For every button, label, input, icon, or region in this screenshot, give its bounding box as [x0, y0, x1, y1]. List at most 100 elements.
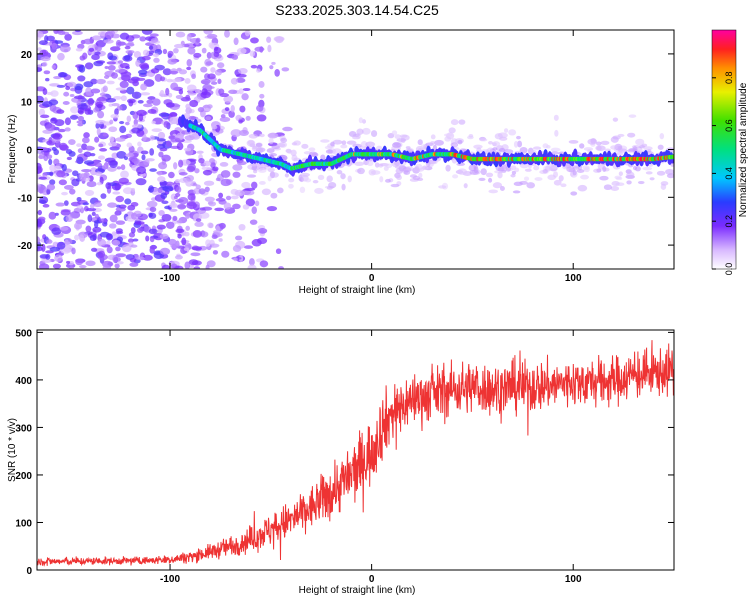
heatmap-blob	[238, 129, 250, 136]
heatmap-blob	[153, 57, 160, 63]
heatmap-blob	[635, 138, 645, 146]
heatmap-blob	[121, 74, 131, 82]
heatmap-blob	[136, 109, 147, 117]
heatmap-blob	[98, 218, 108, 223]
heatmap-blob	[159, 233, 169, 240]
heatmap-blob	[96, 182, 102, 186]
heatmap-blob	[91, 35, 102, 41]
heatmap-blob	[341, 183, 346, 191]
heatmap-blob	[124, 55, 131, 61]
heatmap-blob	[84, 108, 92, 115]
heatmap-blob	[275, 248, 282, 255]
heatmap-blob	[193, 266, 201, 269]
heatmap-blob	[97, 155, 106, 160]
heatmap-blob	[660, 181, 669, 186]
heatmap-blob	[82, 137, 90, 144]
heatmap-blob	[156, 138, 166, 142]
heatmap-blob	[230, 195, 239, 200]
heatmap-blob	[42, 203, 50, 208]
heatmap-blob	[157, 187, 163, 194]
colorbar-scale	[711, 29, 737, 270]
heatmap-blob	[244, 187, 256, 191]
heatmap-blob	[124, 198, 132, 205]
heatmap-blob	[230, 129, 242, 138]
heatmap-blob	[255, 68, 261, 73]
heatmap-blob	[149, 206, 157, 213]
heatmap-blob	[106, 246, 113, 254]
heatmap-blob	[570, 191, 578, 196]
heatmap-blob	[602, 166, 607, 173]
heatmap-blob	[51, 146, 57, 152]
heatmap-blob	[139, 62, 149, 69]
colorbar-tick-label: 0.2	[724, 215, 734, 228]
heatmap-blob	[159, 76, 166, 82]
heatmap-blob	[210, 81, 218, 85]
heatmap-blob	[60, 209, 71, 216]
heatmap-blob	[78, 64, 86, 73]
heatmap-blob	[656, 170, 666, 176]
heatmap-blob	[42, 88, 48, 95]
heatmap-blob	[114, 184, 121, 191]
heatmap-blob	[228, 89, 238, 94]
heatmap-blob	[430, 134, 436, 140]
heatmap-blob	[165, 102, 175, 108]
heatmap-blob	[246, 139, 256, 147]
heatmap-blob	[254, 200, 260, 207]
heatmap-blob	[259, 260, 269, 268]
heatmap-blob	[37, 246, 43, 252]
heatmap-blob	[174, 255, 183, 260]
heatmap-blob	[39, 254, 50, 259]
heatmap-blob	[268, 137, 274, 145]
heatmap-blob	[114, 263, 120, 269]
heatmap-blob	[196, 150, 204, 154]
heatmap-blob	[56, 241, 66, 250]
heatmap-blob	[277, 187, 284, 194]
heatmap-blob	[63, 185, 74, 190]
heatmap-blob	[149, 168, 157, 172]
heatmap-blob	[347, 175, 352, 183]
heatmap-blob	[308, 147, 316, 152]
heatmap-blob	[204, 186, 210, 193]
heatmap-blob	[185, 103, 191, 109]
heatmap-blob	[183, 147, 192, 152]
heatmap-blob	[175, 94, 184, 100]
heatmap-blob	[209, 158, 216, 164]
heatmap-blob	[46, 35, 55, 42]
heatmap-blob	[326, 175, 333, 183]
heatmap-blob	[69, 93, 75, 97]
heatmap-blob	[492, 182, 503, 189]
heatmap-blob	[151, 120, 156, 125]
heatmap-blob	[205, 239, 211, 247]
heatmap-blob	[126, 86, 135, 95]
heatmap-blob	[111, 103, 120, 107]
heatmap-blob	[48, 137, 53, 145]
heatmap-blob	[181, 237, 187, 246]
heatmap-blob	[64, 117, 72, 126]
heatmap-blob	[177, 203, 187, 210]
heatmap-blob	[420, 144, 428, 150]
heatmap-blob	[405, 146, 411, 150]
heatmap-blob	[236, 161, 247, 166]
heatmap-blob	[125, 65, 130, 70]
heatmap-blob	[70, 201, 81, 207]
heatmap-blob	[235, 73, 247, 78]
heatmap-blob	[111, 239, 121, 246]
heatmap-blob	[214, 69, 223, 76]
heatmap-blob	[273, 36, 285, 42]
heatmap-blob	[80, 207, 85, 214]
heatmap-blob	[268, 152, 278, 157]
heatmap-blob	[134, 221, 145, 225]
heatmap-blob	[97, 238, 107, 247]
heatmap-blob	[95, 39, 106, 48]
heatmap-blob	[105, 182, 112, 190]
heatmap-blob	[97, 110, 105, 119]
heatmap-blob	[102, 132, 109, 137]
heatmap-blob	[76, 143, 82, 148]
y-tick-label: 0	[26, 146, 32, 157]
heatmap-blob	[391, 130, 398, 136]
heatmap-blob	[238, 68, 248, 75]
heatmap-blob	[251, 181, 258, 189]
heatmap-blob	[274, 69, 280, 77]
heatmap-blob	[77, 148, 83, 154]
heatmap-blob	[340, 144, 348, 149]
